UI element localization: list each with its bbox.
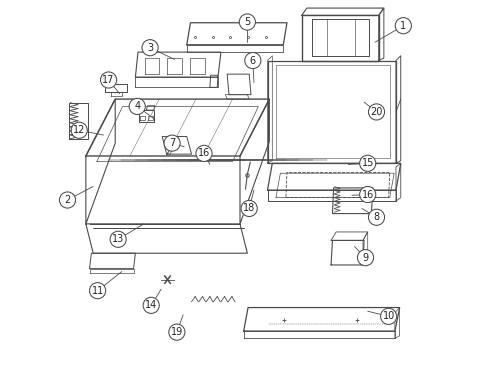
Circle shape — [360, 155, 376, 171]
Text: 16: 16 — [198, 148, 210, 159]
Circle shape — [142, 40, 158, 56]
Text: 10: 10 — [383, 311, 395, 321]
Circle shape — [100, 72, 117, 88]
Circle shape — [71, 122, 87, 138]
Circle shape — [164, 135, 180, 151]
Circle shape — [196, 145, 212, 161]
Text: 4: 4 — [134, 101, 140, 112]
Text: 12: 12 — [73, 125, 85, 135]
Text: 2: 2 — [64, 195, 71, 205]
Text: 17: 17 — [102, 75, 115, 85]
Text: 20: 20 — [371, 107, 383, 117]
Text: 7: 7 — [169, 138, 175, 148]
Text: 18: 18 — [243, 203, 255, 214]
Text: 8: 8 — [373, 212, 380, 222]
Circle shape — [129, 98, 145, 115]
Circle shape — [245, 52, 261, 69]
Text: 16: 16 — [361, 189, 374, 200]
Circle shape — [60, 192, 75, 208]
Circle shape — [358, 250, 373, 266]
Circle shape — [239, 14, 255, 30]
Circle shape — [169, 324, 185, 340]
Circle shape — [369, 209, 384, 225]
Text: 5: 5 — [244, 17, 251, 27]
Text: 11: 11 — [92, 286, 104, 296]
Circle shape — [143, 297, 159, 313]
Circle shape — [395, 18, 411, 34]
Circle shape — [360, 186, 376, 203]
Text: 9: 9 — [362, 252, 369, 263]
Text: 1: 1 — [400, 21, 407, 31]
Text: 14: 14 — [145, 300, 157, 310]
Circle shape — [381, 308, 396, 324]
Text: 3: 3 — [147, 43, 153, 53]
Circle shape — [90, 283, 106, 299]
Circle shape — [241, 200, 257, 217]
Circle shape — [110, 231, 126, 247]
Circle shape — [369, 104, 384, 120]
Text: 6: 6 — [250, 55, 256, 66]
Text: 19: 19 — [171, 327, 183, 337]
Text: 13: 13 — [112, 234, 124, 244]
Text: 15: 15 — [361, 158, 374, 168]
